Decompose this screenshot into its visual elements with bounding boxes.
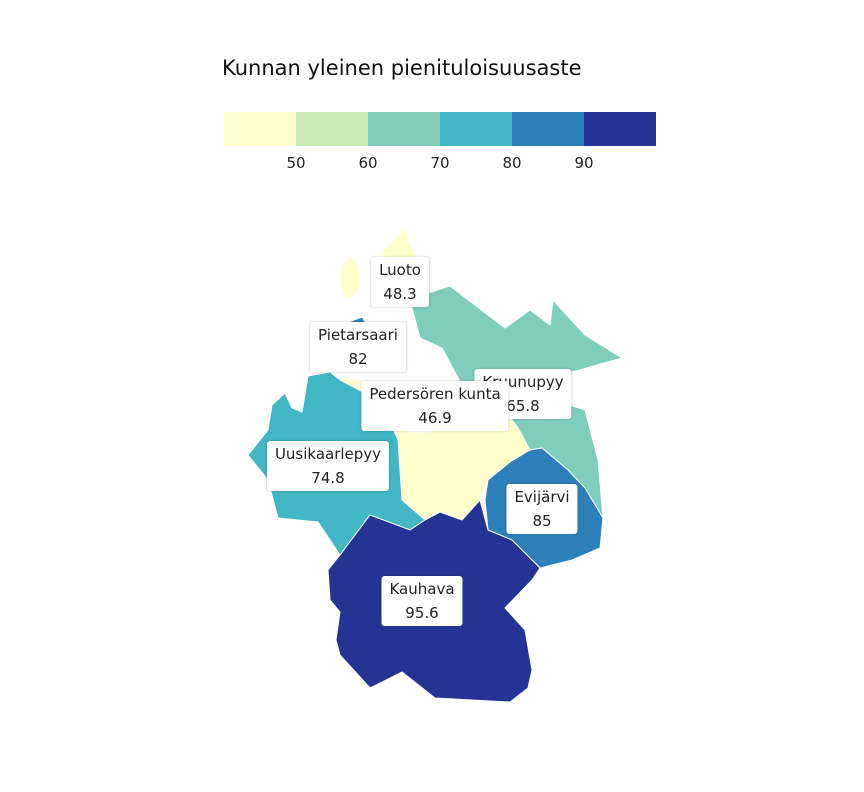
municipality-value: 74.8 [311,469,345,487]
municipality-name: Luoto [379,261,421,279]
label-evijarvi: Evijärvi 85 [506,484,578,534]
legend-tick: 70 [430,154,450,172]
legend-swatch [224,112,296,146]
municipality-value: 65.8 [506,397,540,415]
municipality-value: 82 [348,350,368,368]
label-pedersoren-kunta: Pedersören kunta 46.9 [361,381,509,431]
label-uusikaarlepyy: Uusikaarlepyy 74.8 [266,441,390,491]
municipality-value: 46.9 [418,409,452,427]
municipality-value: 48.3 [383,285,417,303]
label-luoto: Luoto 48.3 [371,257,429,307]
label-pietarsaari: Pietarsaari 82 [310,322,406,372]
municipality-name: Pedersören kunta [369,385,501,403]
municipality-name: Evijärvi [514,488,570,506]
legend-tick: 50 [286,154,306,172]
municipality-value: 95.6 [405,604,439,622]
municipality-name: Pietarsaari [318,326,398,344]
municipality-value: 85 [532,512,552,530]
region-luoto-island[interactable] [339,257,361,299]
municipality-name: Kauhava [389,580,455,598]
municipality-name: Uusikaarlepyy [274,445,382,463]
legend-tick: 60 [358,154,378,172]
legend-title: Kunnan yleinen pienituloisuusaste [222,56,582,80]
legend-swatch [440,112,512,146]
legend-tick: 80 [502,154,522,172]
legend-swatch [296,112,368,146]
legend-tick: 90 [574,154,594,172]
legend-swatch [512,112,584,146]
label-kauhava: Kauhava 95.6 [381,576,463,626]
legend-swatch [368,112,440,146]
legend-swatch [584,112,656,146]
